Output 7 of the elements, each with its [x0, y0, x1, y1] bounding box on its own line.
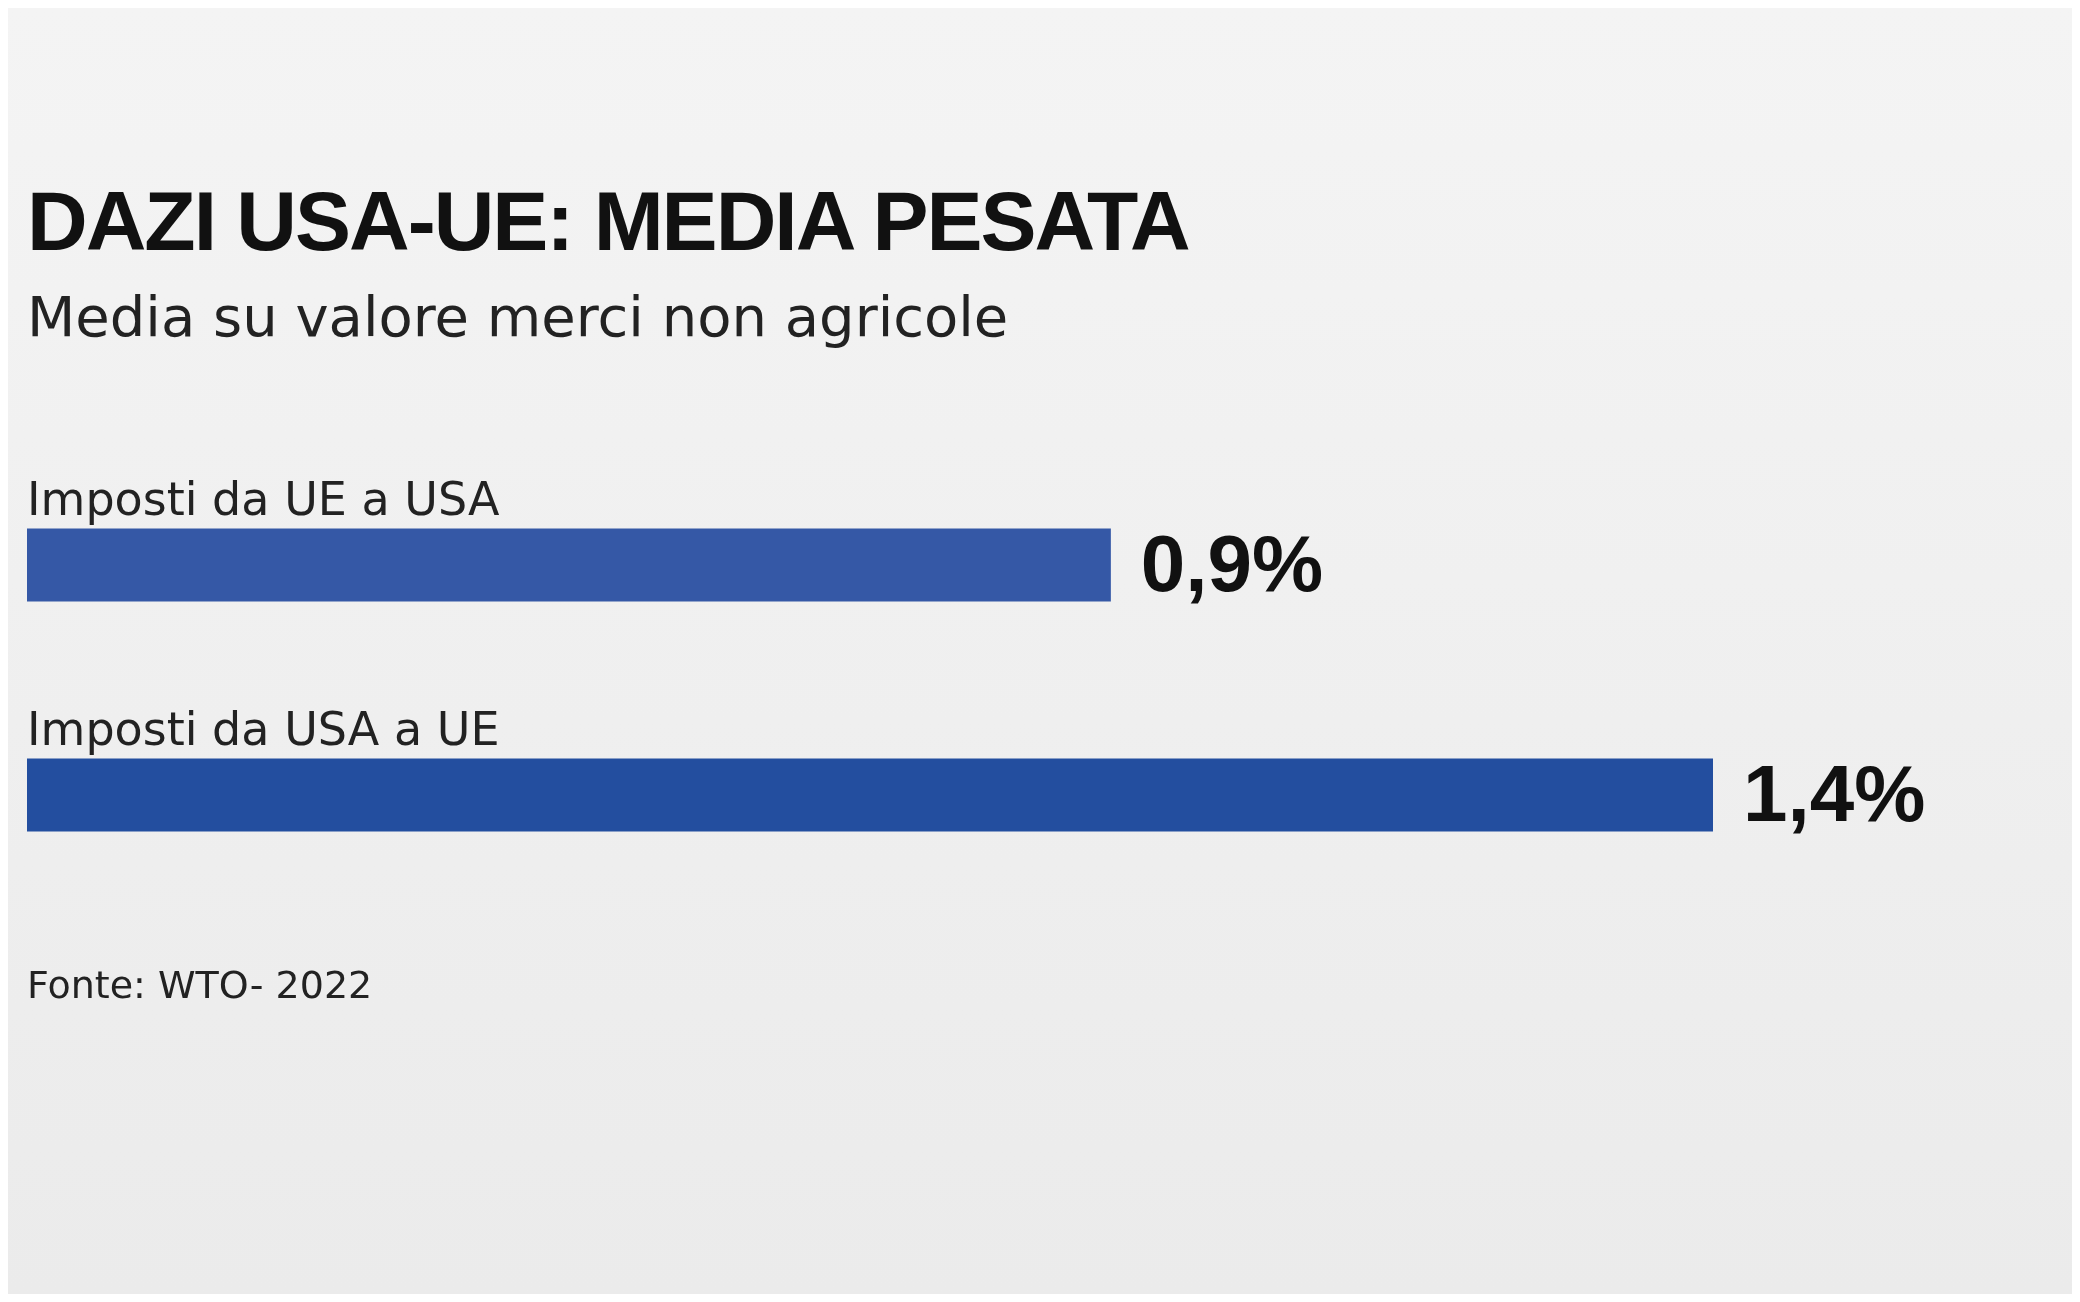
data-label: 1,4%	[1743, 749, 1926, 839]
chart-subtitle: Media su valore merci non agricole	[27, 284, 1009, 349]
source-note: Fonte: WTO- 2022	[27, 963, 373, 1007]
y-tick-label: Imposti da UE a USA	[27, 471, 501, 526]
chart-title: DAZI USA-UE: MEDIA PESATA	[27, 173, 1189, 270]
data-label: 0,9%	[1140, 519, 1324, 609]
y-tick-label: Imposti da USA a UE	[27, 701, 500, 756]
